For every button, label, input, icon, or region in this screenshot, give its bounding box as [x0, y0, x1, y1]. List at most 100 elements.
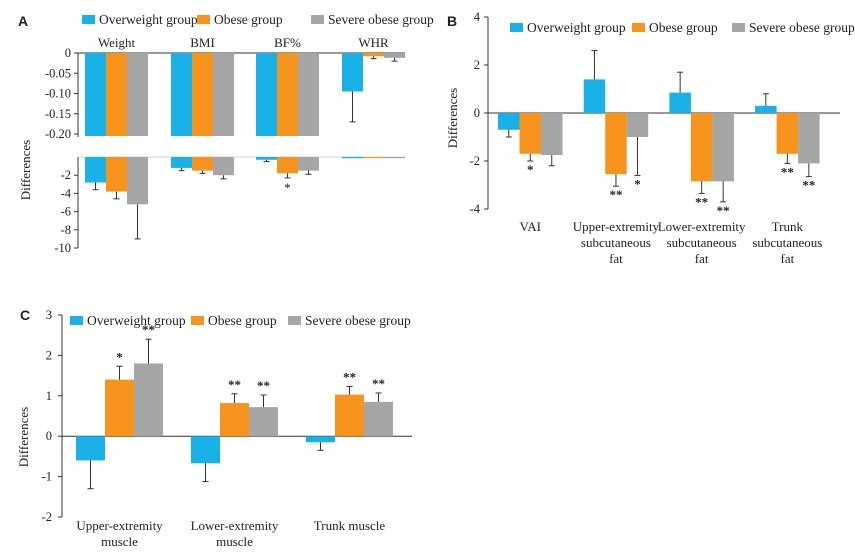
panel-b-category-3-line-1: Lower-extremity: [658, 219, 746, 234]
panel-c-sig-2-2: **: [228, 377, 241, 392]
panel-a-bar-upper-4-1: [342, 53, 363, 92]
panel-c-sig-3-2: **: [343, 370, 356, 385]
panel-a-category-2: BMI: [190, 35, 215, 50]
panel-b-bar-2-1: [583, 79, 606, 113]
panel-b-bar-4-1: [755, 105, 777, 113]
panel-b-bar-3-1: [669, 92, 691, 113]
panel-a-ylabel: Differences: [18, 140, 33, 200]
panel-c-legend-swatch-3: [288, 316, 301, 325]
panel-b-legend-swatch-2: [632, 23, 645, 32]
panel-b-bar-3-2: [690, 113, 713, 182]
panel-b-sig-3-3: **: [717, 203, 730, 218]
panel-b-ytick-label-5: -4: [470, 202, 481, 216]
panel-a-ytick-label-lower-1: -2: [61, 168, 71, 182]
panel-c-ytick-label-5: -1: [42, 470, 52, 484]
panel-a-category-4: WHR: [358, 35, 389, 50]
panel-a-bar-upper-1-2: [106, 53, 127, 136]
panel-b-bar-4-2: [776, 113, 799, 154]
panel-a-bar-lower-4-3: [384, 157, 405, 159]
panel-c-legend-label-2: Obese group: [208, 313, 277, 328]
panel-a-bar-lower-3-3: [298, 157, 319, 171]
panel-b-legend: Overweight group Obese group Severe obese …: [510, 20, 855, 35]
panel-c-category-1-line-2: muscle: [101, 534, 138, 549]
panel-b-bar-3-3: [712, 113, 734, 182]
panel-b-bar-1-2: [519, 113, 541, 154]
panel-c-bar-3-1: [306, 436, 335, 443]
panel-a-ytick-label-upper-5: -0.20: [45, 127, 71, 141]
panel-a-sig-3-2: *: [284, 180, 291, 195]
panel-a-legend-swatch-3: [311, 15, 324, 24]
panel-a-ytick-label-upper-2: -0.05: [45, 66, 71, 80]
panel-b-sig-2-2: **: [609, 187, 622, 202]
panel-c-bar-2-1: [191, 436, 220, 464]
panel-c-bar-2-2: [220, 403, 249, 437]
panel-a-bar-lower-1-1: [85, 157, 106, 183]
panel-b-letter: B: [447, 13, 457, 29]
panel-b-ylabel: Differences: [445, 88, 460, 148]
panel-c-legend-swatch-1: [70, 316, 83, 325]
panel-b-bar-1-3: [541, 113, 563, 155]
panel-a-ytick-label-upper-1: 0: [65, 46, 71, 60]
panel-a-bar-lower-3-1: [256, 157, 277, 160]
panel-b-category-2-line-2: subcutaneous: [581, 235, 651, 250]
panel-a-bar-upper-4-3: [384, 53, 405, 58]
panel-a-bar-upper-2-3: [213, 53, 234, 136]
panel-a-bar-upper-2-1: [171, 53, 192, 136]
panel-a-bar-upper-1-3: [127, 53, 148, 136]
panel-b-legend-swatch-1: [510, 23, 523, 32]
panel-c-ytick-label-6: -2: [42, 510, 52, 524]
panel-b-ytick-label-2: 2: [474, 58, 480, 72]
panel-a-legend: Overweight group Obese group Severe obese …: [82, 12, 434, 27]
panel-c-legend-label-1: Overweight group: [87, 313, 186, 328]
panel-a-ytick-label-upper-4: -0.15: [45, 107, 71, 121]
panel-c-category-2-line-1: Lower-extremity: [191, 518, 279, 533]
panel-c-sig-2-3: **: [257, 378, 270, 393]
panel-a-bar-upper-3-3: [298, 53, 319, 136]
panel-a-bar-lower-4-1: [342, 157, 363, 159]
panel-b-sig-1-2: *: [527, 162, 534, 177]
panel-a-legend-label-1: Overweight group: [99, 12, 198, 27]
panel-a-bar-upper-4-2: [363, 53, 384, 57]
panel-a-bar-lower-1-2: [106, 157, 127, 192]
panel-b-sig-2-3: *: [634, 176, 641, 191]
panel-c-ytick-label-2: 2: [46, 348, 52, 362]
panel-c-bar-1-3: [134, 363, 163, 437]
panel-b-bar-4-3: [798, 113, 820, 164]
panel-a-bar-upper-3-2: [277, 53, 298, 136]
panel-c-legend-swatch-2: [191, 316, 204, 325]
panel-c-ytick-label-3: 1: [46, 389, 52, 403]
panel-b-category-3-line-3: fat: [695, 251, 709, 266]
panel-a-bar-upper-1-1: [85, 53, 106, 136]
panel-a-letter: A: [18, 13, 28, 29]
panel-a-ytick-label-lower-4: -8: [61, 223, 71, 237]
panel-a-legend-label-2: Obese group: [214, 12, 283, 27]
panel-a-bar-lower-2-2: [192, 157, 213, 171]
panel-b-bar-2-2: [605, 113, 627, 175]
panel-c-letter: C: [20, 307, 30, 323]
panel-c-bar-3-3: [364, 401, 393, 437]
panel-c-ytick-label-4: 0: [46, 429, 52, 443]
panel-a-legend-label-3: Severe obese group: [328, 12, 434, 27]
panel-b-category-2-line-3: fat: [609, 251, 623, 266]
panel-a-category-1: Weight: [98, 35, 136, 50]
panel-c-ytick-label-1: 3: [46, 308, 52, 322]
panel-c-sig-1-2: *: [116, 349, 123, 364]
panel-c-category-1-line-1: Upper-extremity: [76, 518, 163, 533]
panel-a-category-3: BF%: [274, 35, 301, 50]
panel-a-bar-lower-4-2: [363, 157, 384, 159]
panel-c-legend-label-3: Severe obese group: [305, 313, 411, 328]
panel-b-bar-1-1: [498, 113, 520, 130]
panel-a-bar-lower-1-3: [127, 157, 148, 205]
panel-b-legend-label-1: Overweight group: [527, 20, 626, 35]
panel-c-ylabel: Differences: [16, 407, 31, 467]
panel-a-bar-lower-2-1: [171, 157, 192, 168]
panel-c-bar-2-3: [249, 407, 278, 437]
panel-a-bar-upper-2-2: [192, 53, 213, 136]
panel-a-legend-swatch-2: [197, 15, 210, 24]
panel-c-bar-1-1: [76, 436, 105, 461]
panel-a-bar-lower-2-3: [213, 157, 234, 176]
panel-a-ytick-label-upper-3: -0.10: [45, 87, 71, 101]
panel-a-ytick-label-lower-2: -4: [61, 186, 72, 200]
panel-b-category-4-line-2: subcutaneous: [752, 235, 822, 250]
